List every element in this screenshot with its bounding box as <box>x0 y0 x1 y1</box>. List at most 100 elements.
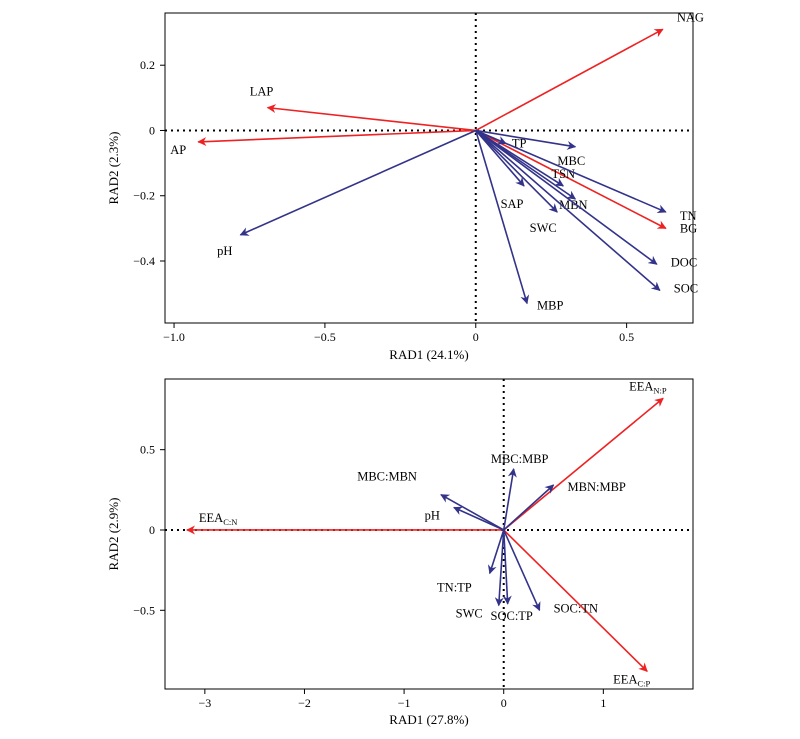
y-axis-label: RAD2 (2.9%) <box>106 498 121 571</box>
arrow-label-eea-c-n: EEAC:N <box>199 511 237 527</box>
plot-frame <box>164 12 694 324</box>
plot-frame <box>164 378 694 690</box>
zero-lines <box>165 13 693 323</box>
rda-plot-bottom: −3 −2 −1 0 1 −0.500.5 EEAN:PEEAC:NEEAC:PMBC:… <box>106 378 694 727</box>
arrow-label-text: EEA <box>629 379 653 393</box>
x-tick-label: 0.5 <box>619 330 634 344</box>
arrow-label-ph: pH <box>217 244 232 258</box>
arrow-ap <box>197 129 476 147</box>
arrow-sap <box>475 129 525 187</box>
arrow-label-text: LAP <box>250 85 274 99</box>
arrow-mbn-mbp <box>503 484 555 531</box>
arrow-label-text: SOC:TP <box>491 609 533 623</box>
arrow-label-subscript: C:P <box>637 678 650 688</box>
arrow-label-tn-tp: TN:TP <box>437 580 472 594</box>
arrow-lap <box>266 104 476 132</box>
arrow-label-doc: DOC <box>671 255 697 269</box>
arrow-label-tn: TN <box>680 209 697 223</box>
arrow-label-text: pH <box>425 508 440 522</box>
y-tick-label: −0.5 <box>133 603 155 617</box>
arrow-soc <box>475 129 661 291</box>
arrow-mbc <box>475 129 577 150</box>
x-axis-label: RAD1 (24.1%) <box>389 347 468 362</box>
arrow-label-soc-tp: SOC:TP <box>491 609 533 623</box>
arrow-label-text: TN <box>680 209 697 223</box>
arrow-label-text: MBN:MBP <box>568 480 626 494</box>
arrow-ph <box>239 129 477 236</box>
arrow-tn <box>475 129 667 213</box>
y-axis: −0.4 −0.2 0 0.2 <box>133 58 165 268</box>
arrow-eea-c-p <box>503 529 648 672</box>
arrow-label-text: DOC <box>671 255 697 269</box>
arrow-label-swc: SWC <box>530 221 557 235</box>
rda-plot-top: −1.0 −0.5 0 0.5 −0.4−0.200.2 NAGLAPAPBGTPMB… <box>106 10 704 362</box>
arrow-label-text: EEA <box>613 672 637 686</box>
arrow-label-mbp: MBP <box>537 298 563 312</box>
arrow-swc <box>475 129 558 213</box>
arrow-label-text: AP <box>170 143 186 157</box>
arrow-mbc-mbn <box>440 493 505 531</box>
arrow-bg <box>475 129 667 230</box>
arrow-label-text: TSN <box>551 167 575 181</box>
x-tick-label: −2 <box>298 696 311 710</box>
x-tick-label: −1 <box>398 696 411 710</box>
arrow-label-text: MBC <box>557 154 585 168</box>
arrow-label-soc-tn: SOC:TN <box>554 601 598 615</box>
x-tick-label: 1 <box>600 696 606 710</box>
arrow-label-nag: NAG <box>677 10 704 24</box>
arrow-label-lap: LAP <box>250 85 274 99</box>
arrow-label-ph: pH <box>425 508 440 522</box>
y-tick-label: −0.2 <box>133 189 155 203</box>
arrow-label-text: EEA <box>199 511 223 525</box>
arrow-mbc-mbp <box>502 468 517 531</box>
arrow-label-subscript: N:P <box>653 385 667 395</box>
arrow-mbp <box>474 130 530 305</box>
x-tick-label: −0.5 <box>314 330 336 344</box>
arrow-label-text: NAG <box>677 10 704 24</box>
arrow-label-text: SAP <box>501 197 524 211</box>
arrow-label-text: SOC:TN <box>554 601 598 615</box>
arrow-label-text: SOC <box>674 281 698 295</box>
y-axis-label: RAD2 (2.3%) <box>106 132 121 205</box>
arrow-label-mbc-mbn: MBC:MBN <box>357 470 417 484</box>
x-axis-label: RAD1 (27.8%) <box>389 712 468 727</box>
arrow-label-subscript: C:N <box>223 517 237 527</box>
arrow-nag <box>475 28 664 132</box>
arrow-eea-n-p <box>503 397 664 531</box>
arrow-label-mbn-mbp: MBN:MBP <box>568 480 626 494</box>
arrow-label-text: TN:TP <box>437 580 472 594</box>
x-tick-label: 0 <box>501 696 507 710</box>
y-tick-label: 0.5 <box>140 443 155 457</box>
arrow-ph <box>453 506 505 531</box>
zero-lines <box>165 379 693 689</box>
arrow-label-text: BG <box>680 221 697 235</box>
arrow-label-soc: SOC <box>674 281 698 295</box>
arrow-label-tsn: TSN <box>551 167 575 181</box>
arrow-label-eea-n-p: EEAN:P <box>629 379 667 395</box>
arrow-label-bg: BG <box>680 221 697 235</box>
arrow-doc <box>475 129 658 265</box>
y-tick-label: −0.4 <box>133 254 155 268</box>
x-axis: −1.0 −0.5 0 0.5 <box>163 323 634 344</box>
y-tick-label: 0 <box>149 523 155 537</box>
y-tick-label: 0 <box>149 123 155 137</box>
arrow-swc <box>494 529 505 607</box>
arrow-label-swc: SWC <box>456 606 483 620</box>
arrow-soc-tp <box>502 529 512 605</box>
arrow-tn-tp <box>487 529 505 575</box>
arrow-label-mbc: MBC <box>557 154 585 168</box>
arrow-label-mbc-mbp: MBC:MBP <box>491 452 549 466</box>
arrow-label-sap: SAP <box>501 197 524 211</box>
arrow-label-ap: AP <box>170 143 186 157</box>
arrow-label-text: SWC <box>456 606 483 620</box>
arrow-label-eea-c-p: EEAC:P <box>613 672 650 688</box>
x-tick-label: 0 <box>473 330 479 344</box>
x-axis: −3 −2 −1 0 1 <box>198 689 606 710</box>
arrow-label-text: MBC:MBP <box>491 452 549 466</box>
y-axis: −0.5 0 0.5 <box>133 443 165 617</box>
arrow-label-text: pH <box>217 244 232 258</box>
arrow-soc-tn <box>502 529 541 612</box>
y-tick-label: 0.2 <box>140 58 155 72</box>
